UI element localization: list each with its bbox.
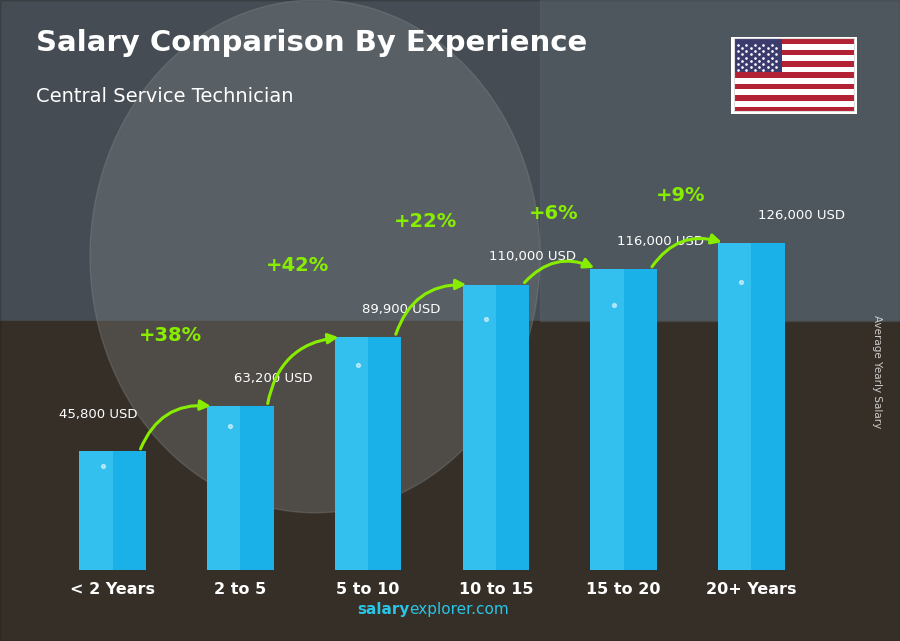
Bar [734,56,855,61]
Bar [335,337,368,570]
Bar [734,84,855,90]
Bar [734,95,855,101]
Bar [734,90,855,95]
Bar [540,0,900,320]
Text: 116,000 USD: 116,000 USD [617,235,704,248]
Text: 89,900 USD: 89,900 USD [362,303,440,316]
Bar [734,38,782,72]
Bar [734,44,855,50]
Point [479,314,493,324]
Text: +6%: +6% [528,204,578,223]
Bar [79,451,146,570]
Point [223,421,238,431]
Bar [79,451,112,570]
Bar [734,78,855,84]
Bar [734,61,855,67]
Ellipse shape [90,0,540,513]
Text: 110,000 USD: 110,000 USD [490,251,577,263]
Bar [590,269,624,570]
Bar [0,320,900,641]
Point [734,277,749,287]
Text: Average Yearly Salary: Average Yearly Salary [872,315,883,428]
Point [607,300,621,310]
Bar [734,38,855,44]
Bar [207,406,240,570]
Bar [335,337,401,570]
Bar [734,72,855,78]
Bar [734,101,855,106]
Text: +42%: +42% [266,256,329,276]
Text: +22%: +22% [394,212,457,231]
Text: 126,000 USD: 126,000 USD [758,209,845,222]
Bar [463,285,496,570]
Text: +38%: +38% [139,326,202,345]
Bar [207,406,274,570]
Point [351,360,365,370]
Text: Salary Comparison By Experience: Salary Comparison By Experience [36,29,587,57]
Bar [463,285,529,570]
Text: salary: salary [357,602,410,617]
Text: explorer.com: explorer.com [410,602,509,617]
Bar [718,243,752,570]
Text: Central Service Technician: Central Service Technician [36,87,293,106]
Bar [590,269,657,570]
Bar [734,67,855,72]
Bar [718,243,785,570]
Point [95,461,110,471]
Text: +9%: +9% [656,186,706,204]
Text: 45,800 USD: 45,800 USD [59,408,138,420]
Bar [734,106,855,112]
Text: 63,200 USD: 63,200 USD [234,372,312,385]
Bar [734,50,855,56]
Bar [0,0,900,320]
